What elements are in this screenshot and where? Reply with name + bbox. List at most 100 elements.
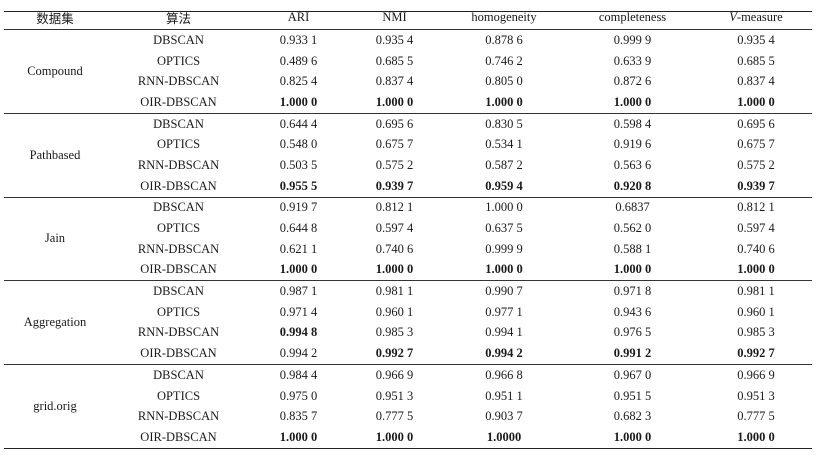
completeness-cell: 0.682 3	[613, 409, 652, 424]
v-measure-cell: 0.837 4	[737, 74, 775, 89]
header-nmi: NMI	[346, 6, 443, 30]
v-measure-cell: 0.960 1	[737, 304, 775, 319]
ari-cell: 0.933 1	[279, 32, 318, 47]
v-measure-cell: 0.597 4	[737, 221, 775, 236]
algorithm-cell: OPTICS	[156, 53, 201, 68]
nmi-cell: 0.685 5	[375, 53, 414, 68]
table-row: Pathbased DBSCAN 0.644 4 0.695 6 0.830 5 0.59…	[4, 113, 812, 198]
ari-cell: 0.503 5	[279, 157, 318, 172]
header-row: 数据集 算法 ARI NMI homogeneity completeness …	[4, 6, 812, 30]
completeness-cell: 0.633 9	[613, 53, 652, 68]
nmi-cell: 0.812 1	[375, 200, 414, 215]
table-row: RNN-DBSCAN 0.825 4 0.837 4 0.805 0 0.872 6 0.…	[4, 71, 812, 92]
table-row: RNN-DBSCAN 0.994 8 0.985 3 0.994 1 0.976 5 0.…	[4, 323, 812, 344]
dataset-cell: Jain	[4, 197, 106, 282]
completeness-cell: 0.951 5	[613, 388, 652, 403]
nmi-cell: 0.777 5	[375, 409, 414, 424]
table-row: OPTICS 0.548 0 0.675 7 0.534 1 0.919 6 0.675 …	[4, 134, 812, 155]
v-measure-cell: 0.939 7	[700, 175, 812, 198]
homogeneity-cell: 0.878 6	[485, 32, 523, 47]
algorithm-cell: OPTICS	[156, 221, 201, 236]
v-measure-cell: 0.812 1	[737, 200, 775, 215]
algorithm-cell: RNN-DBSCAN	[137, 157, 220, 172]
table-row: OPTICS 0.644 8 0.597 4 0.637 5 0.562 0 0.597 …	[4, 218, 812, 239]
v-measure-cell: 0.740 6	[737, 241, 775, 256]
header-algorithm: 算法	[106, 6, 251, 30]
ari-cell: 0.955 5	[251, 175, 346, 198]
ari-cell: 0.994 8	[279, 325, 318, 340]
completeness-cell: 1.000 0	[565, 259, 700, 282]
nmi-cell: 0.575 2	[375, 157, 414, 172]
v-measure-cell: 1.000 0	[700, 259, 812, 282]
table-row: OIR-DBSCAN 1.000 0 1.000 0 1.000 0 1.000 0 1.…	[4, 92, 812, 114]
table-row: OPTICS 0.489 6 0.685 5 0.746 2 0.633 9 0.685 …	[4, 51, 812, 72]
nmi-cell: 0.951 3	[375, 388, 414, 403]
ari-cell: 0.994 2	[251, 343, 346, 366]
ari-cell: 0.919 7	[279, 200, 318, 215]
nmi-cell: 0.960 1	[375, 304, 414, 319]
table-row: OIR-DBSCAN 1.000 0 1.000 0 1.0000 1.000 0 1.0…	[4, 427, 812, 449]
v-measure-cell: 0.935 4	[737, 32, 775, 47]
homogeneity-cell: 0.534 1	[485, 137, 523, 152]
dataset-cell: Pathbased	[4, 113, 106, 198]
completeness-cell: 0.967 0	[613, 367, 652, 382]
table-row: OPTICS 0.975 0 0.951 3 0.951 1 0.951 5 0.951 …	[4, 386, 812, 407]
algorithm-cell: RNN-DBSCAN	[137, 74, 220, 89]
results-table-container: 数据集 算法 ARI NMI homogeneity completeness …	[0, 6, 817, 465]
v-measure-cell: 0.575 2	[737, 157, 775, 172]
completeness-cell: 1.000 0	[565, 92, 700, 114]
algorithm-cell: RNN-DBSCAN	[137, 409, 220, 424]
algorithm-cell: OIR-DBSCAN	[106, 92, 251, 114]
nmi-cell: 0.939 7	[346, 175, 443, 198]
nmi-cell: 0.675 7	[375, 137, 414, 152]
algorithm-cell: DBSCAN	[153, 200, 204, 215]
algorithm-cell: OPTICS	[156, 388, 201, 403]
table-row: Jain DBSCAN 0.919 7 0.812 1 1.000 0 0.6837 0.8…	[4, 197, 812, 282]
algorithm-cell: DBSCAN	[153, 367, 204, 382]
ari-cell: 0.971 4	[279, 304, 318, 319]
homogeneity-cell: 0.959 4	[443, 175, 565, 198]
completeness-cell: 0.919 6	[613, 137, 652, 152]
table-top-rule	[4, 11, 812, 12]
table-row: OPTICS 0.971 4 0.960 1 0.977 1 0.943 6 0.960 …	[4, 302, 812, 323]
ari-cell: 0.644 8	[279, 221, 318, 236]
homogeneity-cell: 1.000 0	[443, 92, 565, 114]
nmi-cell: 0.985 3	[375, 325, 414, 340]
v-measure-cell: 0.675 7	[737, 137, 775, 152]
nmi-cell: 0.981 1	[375, 284, 414, 299]
v-measure-cell: 0.981 1	[737, 284, 775, 299]
v-measure-cell: 0.685 5	[737, 53, 775, 68]
table-row: OIR-DBSCAN 1.000 0 1.000 0 1.000 0 1.000 0 1.…	[4, 259, 812, 282]
ari-cell: 0.825 4	[279, 74, 318, 89]
ari-cell: 1.000 0	[251, 92, 346, 114]
nmi-cell: 0.695 6	[375, 116, 414, 131]
header-homogeneity: homogeneity	[443, 6, 565, 30]
nmi-cell: 0.992 7	[346, 343, 443, 366]
v-measure-cell: 0.992 7	[700, 343, 812, 366]
algorithm-cell: DBSCAN	[153, 32, 204, 47]
completeness-cell: 0.588 1	[613, 241, 652, 256]
algorithm-cell: RNN-DBSCAN	[137, 241, 220, 256]
ari-cell: 0.621 1	[279, 241, 318, 256]
completeness-cell: 0.872 6	[613, 74, 652, 89]
homogeneity-cell: 0.746 2	[485, 53, 523, 68]
completeness-cell: 0.999 9	[613, 32, 652, 47]
algorithm-cell: OIR-DBSCAN	[106, 175, 251, 198]
completeness-cell: 0.976 5	[613, 325, 652, 340]
algorithm-cell: OIR-DBSCAN	[106, 343, 251, 366]
completeness-cell: 0.563 6	[613, 157, 652, 172]
homogeneity-cell: 1.000 0	[443, 259, 565, 282]
nmi-cell: 1.000 0	[346, 427, 443, 449]
homogeneity-cell: 0.990 7	[485, 284, 523, 299]
table-row: RNN-DBSCAN 0.621 1 0.740 6 0.999 9 0.588 1 0.…	[4, 239, 812, 260]
nmi-cell: 0.837 4	[375, 74, 414, 89]
v-measure-cell: 1.000 0	[700, 92, 812, 114]
table-row: OIR-DBSCAN 0.955 5 0.939 7 0.959 4 0.920 8 0.…	[4, 175, 812, 198]
homogeneity-cell: 1.0000	[443, 427, 565, 449]
homogeneity-cell: 1.000 0	[485, 200, 523, 215]
results-table: 数据集 算法 ARI NMI homogeneity completeness …	[4, 6, 812, 449]
ari-cell: 1.000 0	[251, 259, 346, 282]
ari-cell: 0.489 6	[279, 53, 318, 68]
homogeneity-cell: 0.587 2	[485, 157, 523, 172]
ari-cell: 0.644 4	[279, 116, 318, 131]
